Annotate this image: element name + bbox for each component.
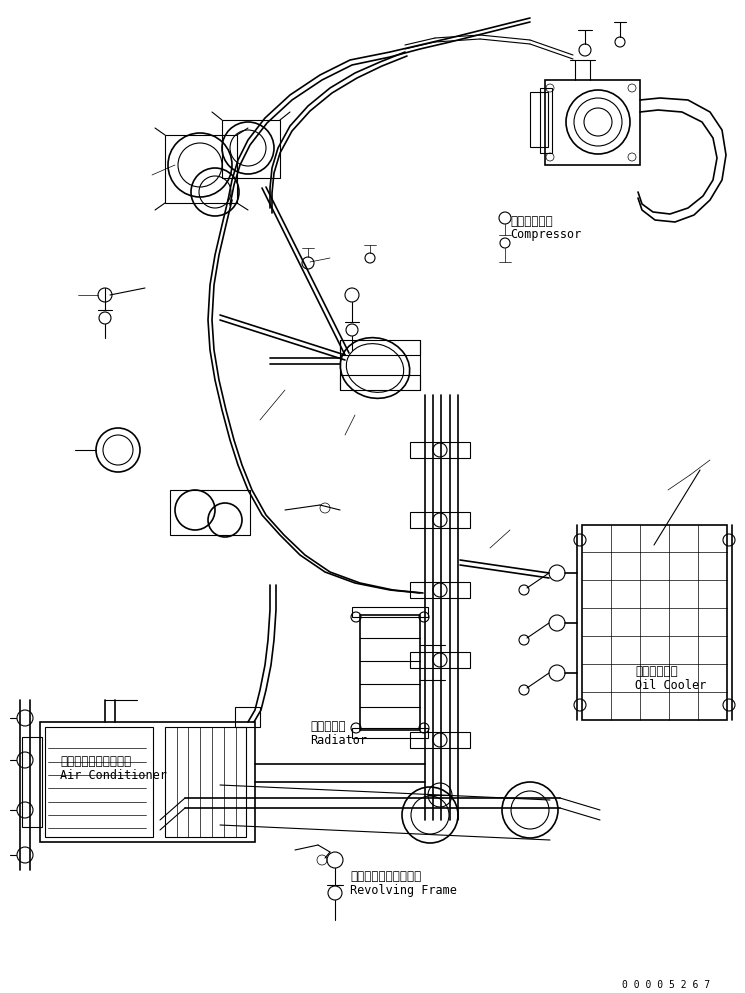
Text: エアーコンディショナ: エアーコンディショナ [60, 755, 131, 768]
Bar [340, 375, 420, 390]
Text: Radiator: Radiator [310, 734, 367, 747]
Text: ラジエータ: ラジエータ [310, 720, 346, 733]
Text: Oil Cooler: Oil Cooler [635, 679, 706, 692]
Bar [222, 120, 280, 178]
Bar [530, 92, 548, 147]
Text: Compressor: Compressor [510, 228, 581, 241]
Bar [340, 340, 420, 355]
Bar [540, 88, 552, 153]
Bar [352, 728, 428, 738]
Bar [40, 722, 255, 842]
Bar [22, 737, 42, 827]
Bar [45, 727, 153, 837]
Bar [165, 727, 247, 837]
Bar [582, 525, 727, 720]
Text: レボルビングフレーム: レボルビングフレーム [350, 870, 421, 883]
Text: オイルクーラ: オイルクーラ [635, 665, 678, 678]
Text: Revolving Frame: Revolving Frame [350, 884, 457, 897]
Bar [360, 615, 420, 730]
Text: Air Conditioner: Air Conditioner [60, 769, 167, 782]
Bar [410, 582, 470, 598]
Bar [410, 442, 470, 458]
Text: コンプレッサ: コンプレッサ [510, 215, 553, 228]
Bar [352, 607, 428, 617]
Bar [410, 732, 470, 748]
Text: 0 0 0 0 5 2 6 7: 0 0 0 0 5 2 6 7 [622, 980, 710, 990]
Bar [410, 652, 470, 668]
Bar [545, 80, 640, 165]
Bar [235, 707, 260, 727]
Bar [165, 135, 237, 203]
Bar [170, 490, 250, 535]
Bar [410, 512, 470, 528]
